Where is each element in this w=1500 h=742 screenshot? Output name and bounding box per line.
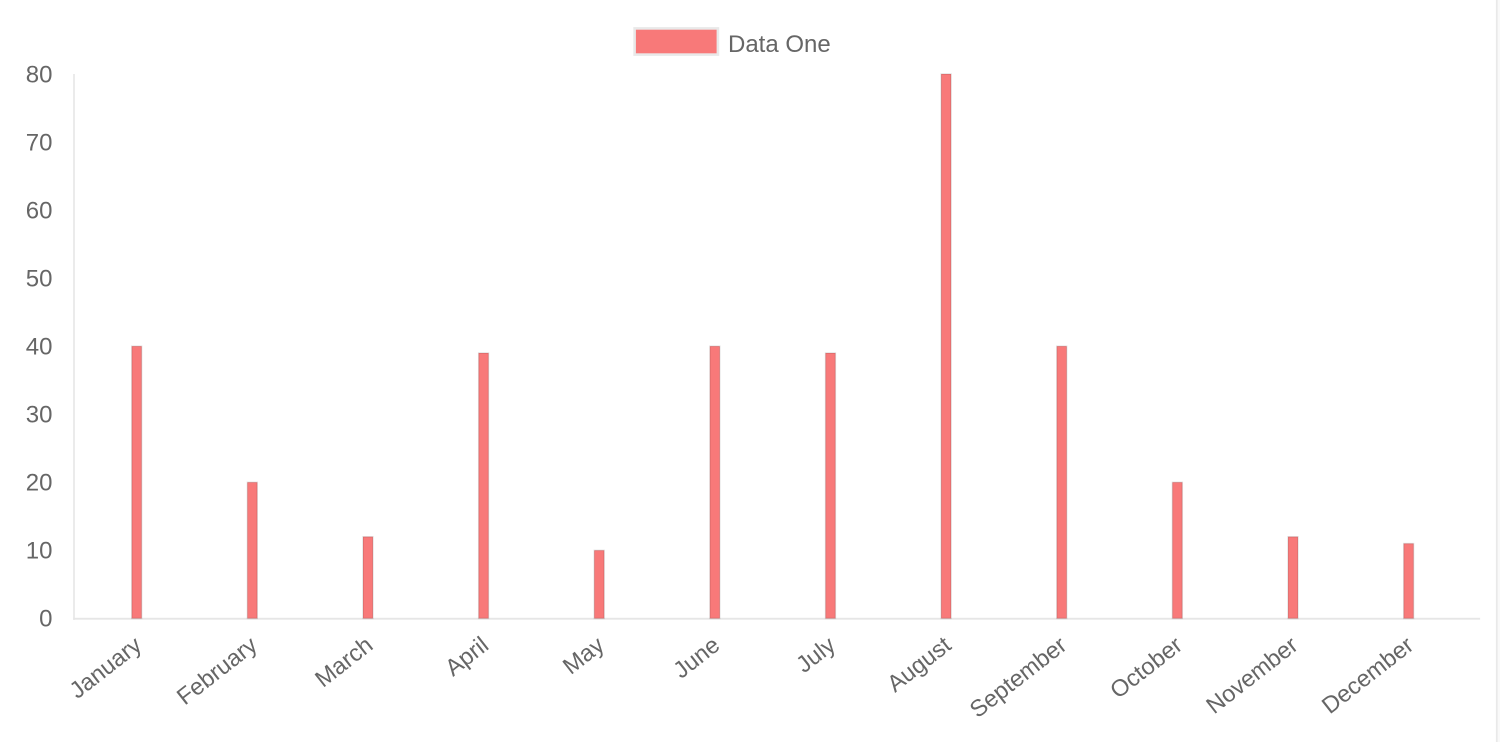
svg-text:70: 70 bbox=[26, 129, 53, 156]
svg-text:40: 40 bbox=[26, 334, 53, 361]
svg-text:50: 50 bbox=[26, 265, 53, 292]
svg-text:Data One: Data One bbox=[728, 31, 831, 58]
svg-text:30: 30 bbox=[26, 402, 53, 429]
svg-text:60: 60 bbox=[26, 197, 53, 224]
svg-text:10: 10 bbox=[26, 538, 53, 565]
svg-text:80: 80 bbox=[26, 61, 53, 88]
svg-text:20: 20 bbox=[26, 470, 53, 497]
svg-text:0: 0 bbox=[39, 606, 52, 633]
